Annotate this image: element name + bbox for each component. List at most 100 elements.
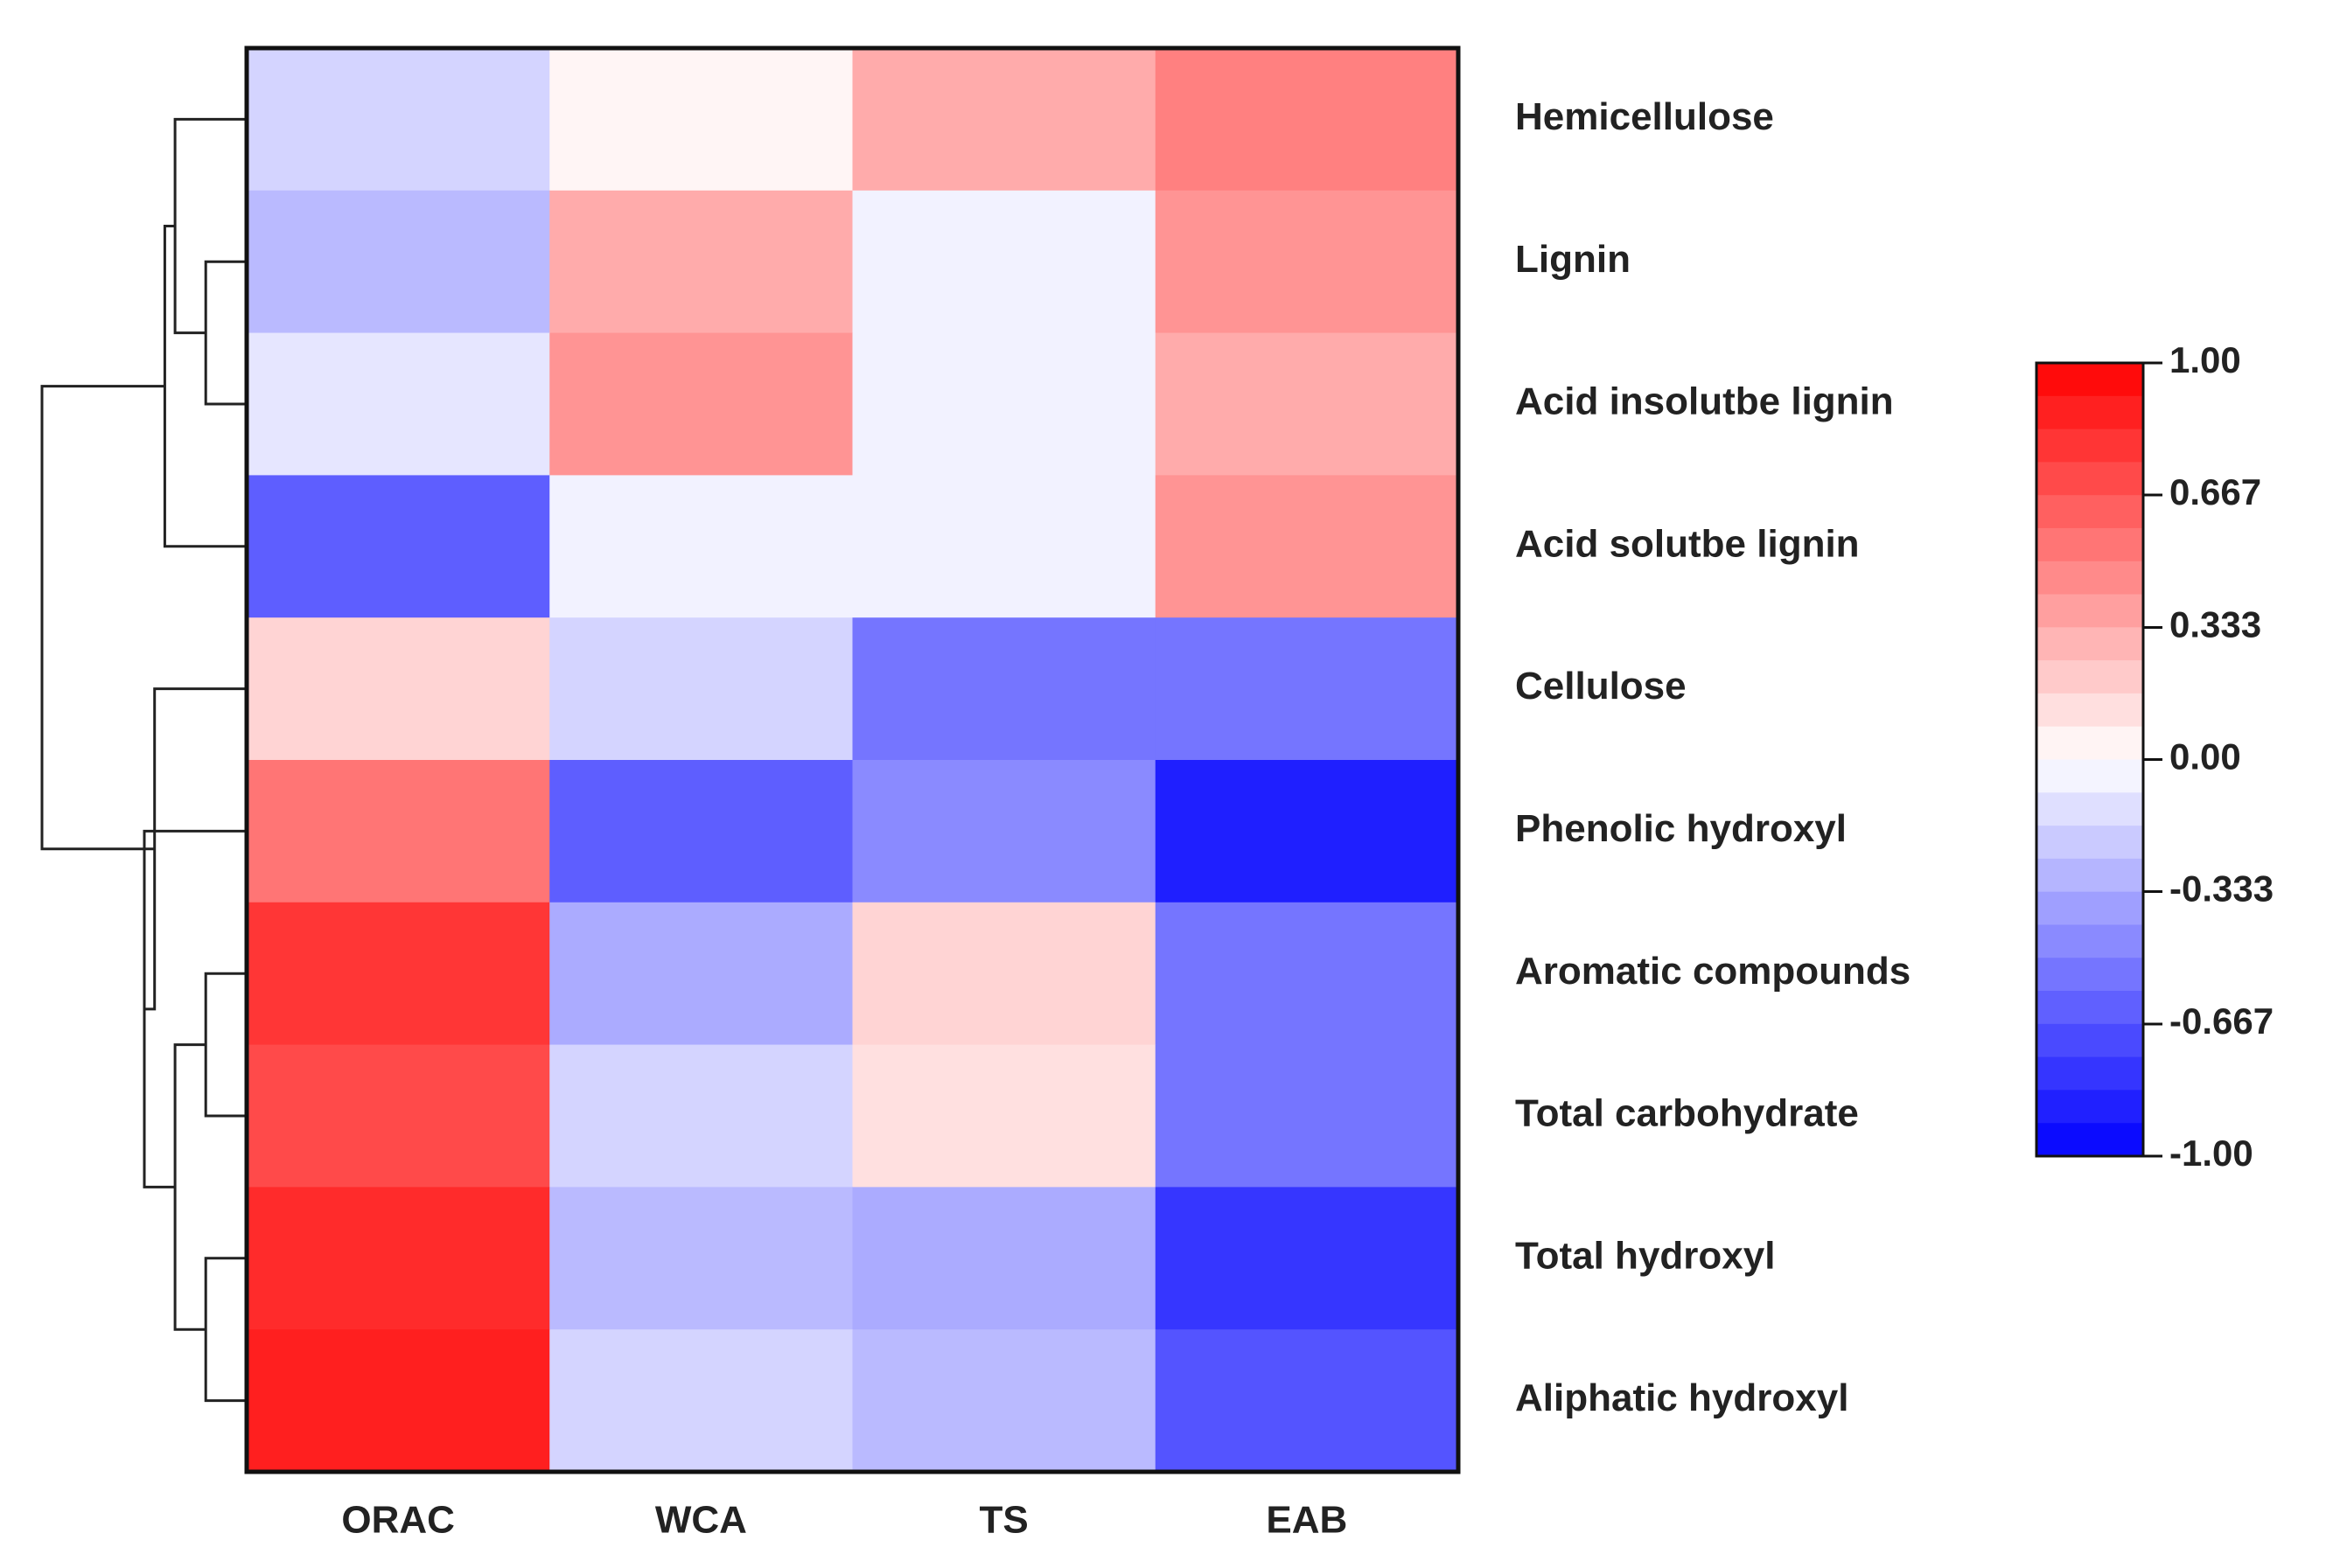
colorbar-step <box>2036 693 2143 728</box>
heatmap-cell-5-2 <box>549 617 854 761</box>
colorbar-tick-label: 0.667 <box>2169 471 2261 512</box>
heatmap-cell-9-2 <box>549 1187 854 1330</box>
row-dendrogram <box>40 117 247 1403</box>
heatmap-cell-9-4 <box>1155 1187 1459 1330</box>
heatmap-cell-3-3 <box>852 332 1156 476</box>
heatmap-cell-5-4 <box>1155 617 1459 761</box>
colorbar-tick-label: -0.333 <box>2169 868 2274 909</box>
heatmap-cell-2-4 <box>1155 190 1459 334</box>
heatmap-cell-8-4 <box>1155 1044 1459 1188</box>
colorbar-step <box>2036 395 2143 430</box>
heatmap-cell-10-1 <box>247 1329 550 1473</box>
colorbar-tick-label: -0.667 <box>2169 1000 2274 1042</box>
colorbar-step <box>2036 759 2143 793</box>
heatmap-cell-7-4 <box>1155 902 1459 1046</box>
heatmap-cell-9-3 <box>852 1187 1156 1330</box>
colorbar-step <box>2036 826 2143 860</box>
row-label: Total hydroxyl <box>1515 1234 1775 1277</box>
colorbar-step <box>2036 527 2143 562</box>
row-label: Phenolic hydroxyl <box>1515 807 1847 850</box>
colorbar-step <box>2036 958 2143 992</box>
heatmap-cell-7-1 <box>247 902 550 1046</box>
colorbar-step <box>2036 1056 2143 1091</box>
colorbar: 1.00 0.667 0.333 0.00 -0.333 -0.667 -1.00 <box>2035 339 2274 1174</box>
colorbar-step <box>2036 462 2143 496</box>
row-label: Total carbohydrate <box>1515 1092 1859 1135</box>
heatmap-cell-5-1 <box>247 617 550 761</box>
colorbar-step <box>2036 561 2143 596</box>
column-label: TS <box>980 1499 1029 1542</box>
heatmap-cell-6-1 <box>247 760 550 903</box>
column-label: EAB <box>1266 1499 1347 1542</box>
heatmap-cell-10-3 <box>852 1329 1156 1473</box>
colorbar-tick-label: -1.00 <box>2169 1132 2253 1174</box>
heatmap-cell-3-4 <box>1155 332 1459 476</box>
row-label: Acid solutbe lignin <box>1515 522 1860 565</box>
row-label: Aliphatic hydroxyl <box>1515 1376 1848 1419</box>
heatmap-cell-8-3 <box>852 1044 1156 1188</box>
heatmap-cell-3-2 <box>549 332 854 476</box>
dendrogram-branch <box>204 260 247 406</box>
heatmap-cell-2-1 <box>247 190 550 334</box>
heatmap-cell-1-2 <box>549 48 854 192</box>
colorbar-tick-label: 0.333 <box>2169 604 2261 645</box>
column-label: ORAC <box>341 1499 455 1542</box>
heatmap-cell-7-3 <box>852 902 1156 1046</box>
heatmap-cell-6-3 <box>852 760 1156 903</box>
heatmap-cell-4-4 <box>1155 475 1459 618</box>
row-label: Acid insolutbe lignin <box>1515 380 1894 423</box>
colorbar-tick-label: 1.00 <box>2169 339 2241 380</box>
colorbar-step <box>2036 660 2143 694</box>
colorbar-tick-label: 0.00 <box>2169 736 2241 777</box>
colorbar-step <box>2036 858 2143 893</box>
colorbar-step <box>2036 627 2143 661</box>
heatmap-cell-7-2 <box>549 902 854 1046</box>
heatmap-frame <box>244 45 1461 1474</box>
dendrogram-branch <box>204 1257 247 1403</box>
column-labels: ORAC WCA TS EAB <box>341 1499 1347 1542</box>
heatmap-cell-2-2 <box>549 190 854 334</box>
row-label: Cellulose <box>1515 665 1687 707</box>
colorbar-step <box>2036 1023 2143 1058</box>
heatmap-cell-4-2 <box>549 475 854 618</box>
colorbar-step <box>2036 429 2143 463</box>
row-label: Lignin <box>1515 238 1631 281</box>
colorbar-step <box>2036 924 2143 958</box>
colorbar-step <box>2036 726 2143 761</box>
colorbar-step <box>2036 891 2143 926</box>
dendrogram-branch <box>144 687 247 1011</box>
dendrogram-branch <box>204 972 247 1118</box>
heatmap-cell-6-2 <box>549 760 854 903</box>
colorbar-step <box>2036 495 2143 529</box>
colorbar-step <box>2036 594 2143 628</box>
row-labels: Hemicellulose Lignin Acid insolutbe lignin… <box>1515 95 1910 1419</box>
heatmap-cell-2-3 <box>852 190 1156 334</box>
colorbar-step <box>2036 1090 2143 1124</box>
dendrogram-branch <box>173 1043 206 1331</box>
colorbar-step <box>2036 991 2143 1025</box>
row-label: Aromatic compounds <box>1515 950 1910 993</box>
heatmap-cell-10-4 <box>1155 1329 1459 1473</box>
heatmap-cell-4-3 <box>852 475 1156 618</box>
heatmap-cell-1-1 <box>247 48 550 192</box>
heatmap-cell-1-4 <box>1155 48 1459 192</box>
colorbar-step <box>2036 1123 2143 1157</box>
heatmap-cell-8-1 <box>247 1044 550 1188</box>
heatmap-cell-5-3 <box>852 617 1156 761</box>
dendrogram-branch <box>40 385 165 851</box>
heatmap-cell-9-1 <box>247 1187 550 1330</box>
heatmap-cell-10-2 <box>549 1329 854 1473</box>
row-label: Hemicellulose <box>1515 95 1774 138</box>
column-label: WCA <box>655 1499 747 1542</box>
dendrogram-branch <box>173 117 247 335</box>
heatmap-cells <box>247 48 1459 1473</box>
heatmap-cell-1-3 <box>852 48 1156 192</box>
heatmap-cell-4-1 <box>247 475 550 618</box>
colorbar-step <box>2036 792 2143 826</box>
heatmap-cell-3-1 <box>247 332 550 476</box>
heatmap-cell-6-4 <box>1155 760 1459 903</box>
colorbar-step <box>2036 363 2143 397</box>
heatmap-cell-8-2 <box>549 1044 854 1188</box>
